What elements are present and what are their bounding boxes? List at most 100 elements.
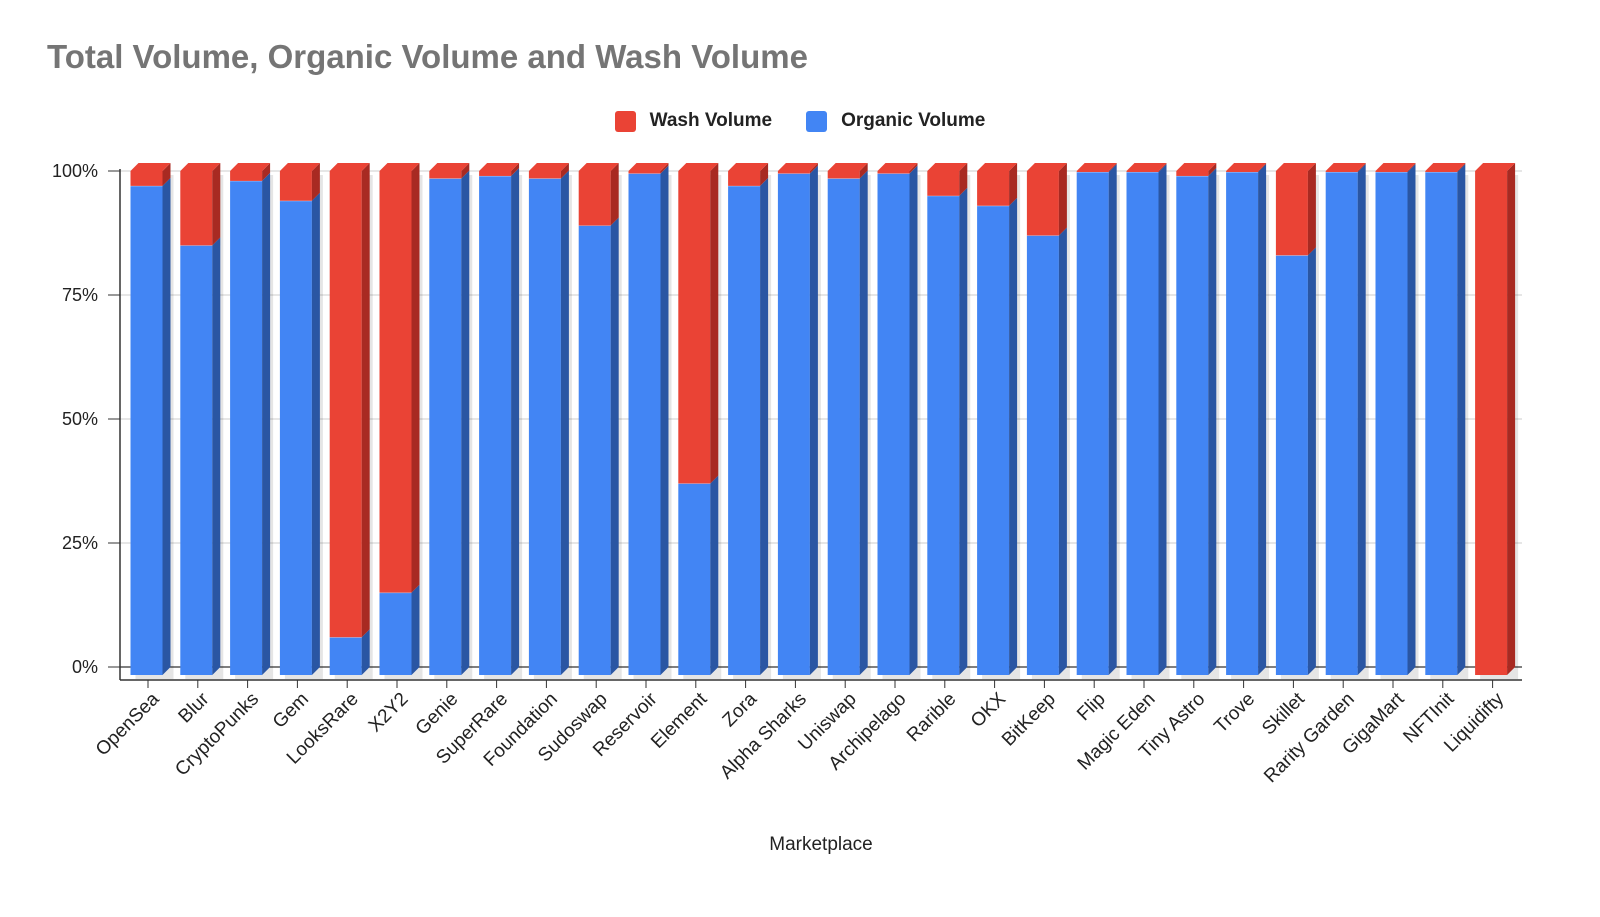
bar-organic-side-skillet [1307,247,1316,675]
bar-wash-sudoswap[interactable] [578,171,611,226]
y-tick-label-75: 75% [62,285,98,305]
bar-wash-x2y2[interactable] [379,171,412,593]
bar-wash-element[interactable] [678,171,711,484]
legend-item-organic[interactable]: Organic Volume [806,108,985,134]
bar-organic-cryptopunks[interactable] [230,180,263,676]
bar-wash-side-genie [461,163,470,179]
bar-wash-liquidifty[interactable] [1475,171,1508,675]
bar-top-rarible [927,163,968,171]
legend-item-wash[interactable]: Wash Volume [614,108,773,134]
bar-wash-blur[interactable] [180,171,213,246]
bar-wash-okx[interactable] [977,171,1010,206]
bar-wash-side-archipelago [909,163,918,174]
bar-wash-rarity-garden[interactable] [1325,171,1358,172]
legend-swatch-wash [614,110,636,132]
bar-wash-looksrare[interactable] [329,171,362,638]
x-tick-label-rarible: Rarible [903,689,960,746]
bar-organic-side-alpha-sharks [809,165,818,676]
bar-organic-gem[interactable] [279,200,312,675]
bar-wash-side-skillet [1307,163,1316,256]
legend-swatch-organic [806,110,828,132]
bar-top-archipelago [877,163,918,171]
bar-wash-reservoir[interactable] [628,171,661,174]
bar-top-foundation [528,163,569,171]
bar-top-trove [1226,163,1267,171]
bar-wash-bitkeep[interactable] [1026,171,1059,236]
bar-organic-side-trove [1258,163,1267,675]
bar-organic-rarity-garden[interactable] [1325,171,1358,675]
bar-top-gem [279,163,320,171]
bar-wash-side-opensea [162,163,171,186]
bar-wash-zora[interactable] [728,171,761,186]
bar-wash-side-liquidifty [1507,163,1516,675]
bar-top-element [678,163,719,171]
bar-wash-cryptopunks[interactable] [230,171,263,181]
bar-organic-trove[interactable] [1226,171,1259,675]
bar-wash-tiny-astro[interactable] [1176,171,1209,176]
bar-organic-side-flip [1108,163,1117,675]
bar-organic-looksrare[interactable] [329,637,362,675]
bar-top-uniswap [827,163,868,171]
bar-organic-opensea[interactable] [130,185,163,675]
bar-top-superrare [479,163,520,171]
bar-organic-side-reservoir [660,165,669,676]
bar-wash-gem[interactable] [279,171,312,201]
bar-wash-skillet[interactable] [1275,171,1308,256]
bar-organic-zora[interactable] [728,185,761,675]
bar-top-reservoir [628,163,669,171]
bar-wash-gigamart[interactable] [1375,171,1408,172]
bar-wash-flip[interactable] [1076,171,1109,172]
bar-organic-x2y2[interactable] [379,592,412,675]
bar-organic-rarible[interactable] [927,195,960,676]
bar-wash-trove[interactable] [1226,171,1259,172]
bar-wash-genie[interactable] [429,171,462,179]
bar-organic-uniswap[interactable] [827,178,860,675]
bar-top-zora [728,163,769,171]
bar-organic-reservoir[interactable] [628,173,661,676]
bar-wash-nftinit[interactable] [1425,171,1458,172]
bar-top-looksrare [329,163,370,171]
bar-organic-gigamart[interactable] [1375,171,1408,675]
x-tick-label-element: Element [647,688,712,753]
legend-label-wash: Wash Volume [649,110,773,131]
bar-wash-foundation[interactable] [528,171,561,179]
bar-organic-skillet[interactable] [1275,255,1308,675]
bar-organic-blur[interactable] [180,245,213,675]
bar-wash-alpha-sharks[interactable] [777,171,810,174]
bar-organic-side-blur [212,237,221,675]
y-tick-label-50: 50% [62,409,98,429]
bar-organic-flip[interactable] [1076,171,1109,675]
bar-organic-sudoswap[interactable] [578,225,611,675]
x-tick-label-opensea: OpenSea [92,688,164,760]
bar-organic-alpha-sharks[interactable] [777,173,810,676]
bar-organic-foundation[interactable] [528,178,561,675]
bar-organic-bitkeep[interactable] [1026,235,1059,676]
bar-wash-side-superrare [511,163,520,176]
bar-wash-superrare[interactable] [479,171,512,176]
bar-wash-archipelago[interactable] [877,171,910,174]
bar-organic-okx[interactable] [977,205,1010,675]
bar-organic-tiny-astro[interactable] [1176,175,1209,675]
bar-wash-opensea[interactable] [130,171,163,186]
bar-wash-side-magic-eden [1158,163,1167,172]
bar-wash-side-gem [311,163,320,201]
x-tick-label-alpha-sharks: Alpha Sharks [716,689,811,784]
bar-wash-side-cryptopunks [262,163,271,181]
bar-organic-element[interactable] [678,483,711,675]
bar-wash-rarible[interactable] [927,171,960,196]
bar-top-sudoswap [578,163,619,171]
bar-top-alpha-sharks [777,163,818,171]
bar-organic-magic-eden[interactable] [1126,171,1159,675]
bar-top-x2y2 [379,163,420,171]
bar-wash-side-rarible [959,163,968,196]
bar-wash-magic-eden[interactable] [1126,171,1159,172]
bar-organic-nftinit[interactable] [1425,171,1458,675]
bar-wash-uniswap[interactable] [827,171,860,179]
bar-top-bitkeep [1026,163,1067,171]
bar-organic-superrare[interactable] [479,175,512,675]
bar-organic-archipelago[interactable] [877,173,910,676]
bar-organic-side-element [710,475,719,675]
bar-organic-genie[interactable] [429,178,462,675]
bar-wash-side-alpha-sharks [809,163,818,174]
bar-wash-side-flip [1108,163,1117,172]
